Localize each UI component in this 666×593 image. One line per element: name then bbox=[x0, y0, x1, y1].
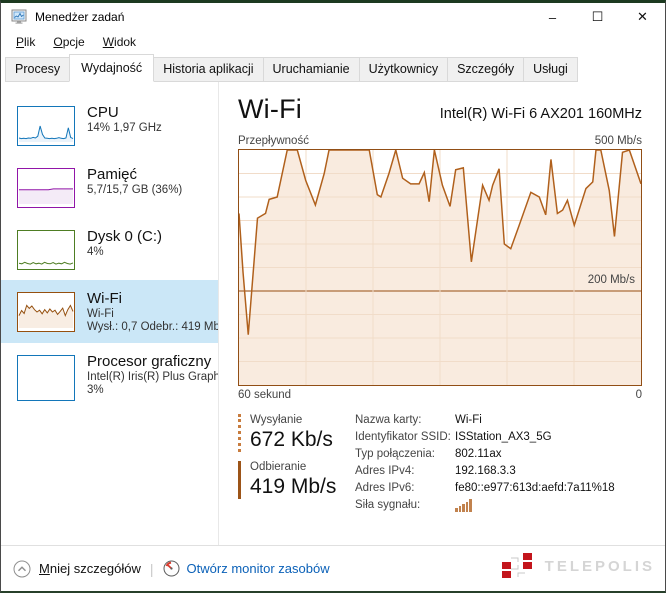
chart-xend-label: 0 bbox=[635, 389, 642, 401]
close-button[interactable]: ✕ bbox=[637, 9, 648, 24]
performance-pane: CPU 14% 1,97 GHz Pamięć 5,7/15,7 GB (36%… bbox=[1, 82, 665, 545]
throughput-chart-canvas bbox=[239, 150, 641, 385]
cpu-title: CPU bbox=[87, 104, 119, 121]
menu-opcje[interactable]: Opcje bbox=[53, 35, 85, 49]
disk-mini-chart bbox=[17, 230, 75, 270]
sidebar-item-cpu[interactable]: CPU 14% 1,97 GHz bbox=[1, 94, 218, 156]
disk-stats: 4% bbox=[87, 246, 104, 258]
chart-ylabel: Przepływność bbox=[238, 135, 309, 147]
fewer-details-button[interactable]: Mniej szczegółów bbox=[13, 560, 141, 578]
chevron-up-circle-icon bbox=[13, 560, 31, 577]
wifi-stats: Wysł.: 0,7 Odebr.: 419 Mb/s bbox=[87, 321, 218, 333]
wifi-title: Wi-Fi bbox=[87, 290, 122, 307]
tab-wydajnosc[interactable]: Wydajność bbox=[69, 54, 155, 82]
tab-bar: Procesy Wydajność Historia aplikacji Uru… bbox=[1, 53, 665, 82]
menu-widok[interactable]: Widok bbox=[102, 35, 137, 49]
open-resource-monitor-label: Otwórz monitor zasobów bbox=[186, 561, 330, 576]
window-title: Menedżer zadań bbox=[35, 10, 125, 24]
sidebar-item-gpu[interactable]: Procesor graficzny Intel(R) Iris(R) Plus… bbox=[1, 343, 218, 411]
detail-row-ipv6: Adres IPv6: fe80::e977:613d:aefd:7a11%18 bbox=[355, 482, 615, 494]
send-value: 672 Kb/s bbox=[250, 428, 333, 451]
throughput-chart: 200 Mb/s bbox=[238, 149, 642, 386]
send-stat: Wysyłanie 672 Kb/s bbox=[238, 414, 355, 452]
receive-stat: Odbieranie 419 Mb/s bbox=[238, 461, 355, 499]
tab-uzytkownicy[interactable]: Użytkownicy bbox=[358, 57, 449, 82]
maximize-button[interactable]: ☐ bbox=[591, 9, 604, 24]
tab-procesy[interactable]: Procesy bbox=[5, 57, 71, 82]
menu-bar: Plik Opcje Widok bbox=[1, 31, 665, 53]
title-bar[interactable]: Menedżer zadań – ☐ ✕ bbox=[1, 3, 665, 31]
tab-uruchamianie[interactable]: Uruchamianie bbox=[262, 57, 360, 82]
wifi-subtitle: Wi-Fi bbox=[87, 308, 114, 320]
tab-uslugi[interactable]: Usługi bbox=[523, 57, 578, 82]
disk-title: Dysk 0 (C:) bbox=[87, 228, 162, 245]
receive-label: Odbieranie bbox=[250, 461, 307, 473]
detail-row-ssid: Identyfikator SSID: ISStation_AX3_5G bbox=[355, 431, 552, 443]
detail-row-signal: Siła sygnału: bbox=[355, 499, 642, 512]
open-resource-monitor-link[interactable]: Otwórz monitor zasobów bbox=[163, 560, 330, 577]
adapter-name: Intel(R) Wi-Fi 6 AX201 160MHz bbox=[439, 106, 642, 122]
footer-separator: | bbox=[149, 560, 154, 577]
memory-mini-chart bbox=[17, 168, 75, 208]
sidebar-item-disk[interactable]: Dysk 0 (C:) 4% bbox=[1, 218, 218, 280]
tab-szczegoly[interactable]: Szczegóły bbox=[447, 57, 525, 82]
chart-ymax-label: 500 Mb/s bbox=[594, 135, 642, 147]
minimize-button[interactable]: – bbox=[548, 9, 557, 25]
gpu-subtitle: Intel(R) Iris(R) Plus Graphics bbox=[87, 371, 218, 383]
fewer-details-label: Mniej szczegółów bbox=[39, 561, 141, 576]
chart-xspan-label: 60 sekund bbox=[238, 389, 292, 401]
gpu-stats: 3% bbox=[87, 384, 104, 396]
telepolis-watermark: TELEPOLIS bbox=[499, 549, 655, 583]
detail-row-ipv4: Adres IPv4: 192.168.3.3 bbox=[355, 465, 516, 477]
resource-monitor-icon bbox=[163, 560, 180, 577]
chart-ymid-label: 200 Mb/s bbox=[587, 274, 635, 286]
page-title: Wi-Fi bbox=[238, 94, 302, 124]
cpu-mini-chart bbox=[17, 106, 75, 146]
sidebar-item-wifi[interactable]: Wi-Fi Wi-Fi Wysł.: 0,7 Odebr.: 419 Mb/s bbox=[1, 280, 218, 343]
tab-historia-aplikacji[interactable]: Historia aplikacji bbox=[153, 57, 264, 82]
telepolis-logo-icon bbox=[501, 553, 532, 578]
watermark-text: TELEPOLIS bbox=[544, 557, 655, 575]
wifi-panel: Wi-Fi Intel(R) Wi-Fi 6 AX201 160MHz Prze… bbox=[219, 82, 665, 545]
performance-sidebar: CPU 14% 1,97 GHz Pamięć 5,7/15,7 GB (36%… bbox=[1, 82, 219, 545]
cpu-stats: 14% 1,97 GHz bbox=[87, 122, 162, 134]
menu-plik[interactable]: Plik bbox=[16, 35, 36, 49]
send-label: Wysyłanie bbox=[250, 414, 303, 426]
sidebar-item-memory[interactable]: Pamięć 5,7/15,7 GB (36%) bbox=[1, 156, 218, 218]
memory-stats: 5,7/15,7 GB (36%) bbox=[87, 184, 183, 196]
status-bar: Mniej szczegółów | Otwórz monitor zasobó… bbox=[1, 545, 665, 591]
gpu-mini-chart bbox=[17, 355, 75, 401]
signal-strength-icon bbox=[455, 499, 472, 512]
wifi-mini-chart bbox=[17, 292, 75, 332]
memory-title: Pamięć bbox=[87, 166, 138, 183]
gpu-title: Procesor graficzny bbox=[87, 353, 212, 370]
detail-row-adapter: Nazwa karty: Wi-Fi bbox=[355, 414, 482, 426]
task-manager-icon bbox=[11, 9, 27, 24]
detail-row-connection-type: Typ połączenia: 802.11ax bbox=[355, 448, 502, 460]
connection-details: Nazwa karty: Wi-Fi Identyfikator SSID: I… bbox=[355, 414, 642, 517]
receive-value: 419 Mb/s bbox=[250, 475, 337, 498]
